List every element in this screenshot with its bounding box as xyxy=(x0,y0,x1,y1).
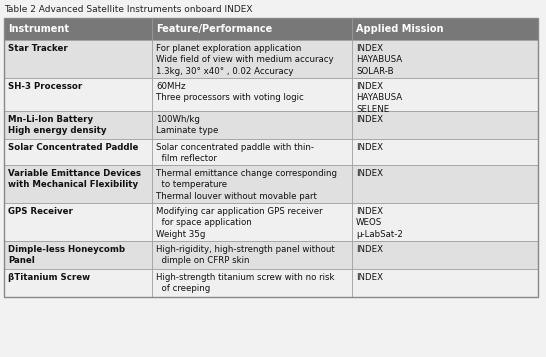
Bar xyxy=(352,269,538,297)
Bar xyxy=(4,111,152,139)
Text: βTitanium Screw: βTitanium Screw xyxy=(8,273,90,282)
Text: Modifying car application GPS receiver
  for space application
Weight 35g: Modifying car application GPS receiver f… xyxy=(156,207,323,239)
Text: SH-3 Processor: SH-3 Processor xyxy=(8,82,82,91)
Text: Variable Emittance Devices
with Mechanical Flexibility: Variable Emittance Devices with Mechanic… xyxy=(8,169,141,190)
Text: Table 2 Advanced Satellite Instruments onboard INDEX: Table 2 Advanced Satellite Instruments o… xyxy=(4,5,252,14)
Text: Solar Concentrated Paddle: Solar Concentrated Paddle xyxy=(8,143,138,152)
Text: Feature/Performance: Feature/Performance xyxy=(156,24,272,34)
Text: Mn-Li-Ion Battery
High energy density: Mn-Li-Ion Battery High energy density xyxy=(8,115,106,135)
Text: High-strength titanium screw with no risk
  of creeping: High-strength titanium screw with no ris… xyxy=(156,273,335,293)
Bar xyxy=(352,203,538,241)
Bar xyxy=(4,18,152,40)
Text: 60MHz
Three processors with voting logic: 60MHz Three processors with voting logic xyxy=(156,82,304,102)
Bar xyxy=(4,203,152,241)
Text: Dimple-less Honeycomb
Panel: Dimple-less Honeycomb Panel xyxy=(8,245,125,266)
Text: INDEX: INDEX xyxy=(356,245,383,254)
Bar xyxy=(152,203,352,241)
Text: For planet exploration application
Wide field of view with medium accuracy
1.3kg: For planet exploration application Wide … xyxy=(156,44,334,76)
Text: INDEX: INDEX xyxy=(356,143,383,152)
Bar xyxy=(352,139,538,165)
Bar xyxy=(152,78,352,111)
Bar xyxy=(352,40,538,78)
Text: Thermal emittance change corresponding
  to temperature
Thermal louver without m: Thermal emittance change corresponding t… xyxy=(156,169,337,201)
Bar xyxy=(352,111,538,139)
Bar xyxy=(152,139,352,165)
Bar xyxy=(4,18,538,297)
Text: INDEX
WEOS
μ-LabSat-2: INDEX WEOS μ-LabSat-2 xyxy=(356,207,403,239)
Text: GPS Receiver: GPS Receiver xyxy=(8,207,73,216)
Bar xyxy=(4,269,152,297)
Bar xyxy=(152,18,352,40)
Text: INDEX
HAYABUSA
SOLAR-B: INDEX HAYABUSA SOLAR-B xyxy=(356,44,402,76)
Bar xyxy=(152,111,352,139)
Bar xyxy=(352,241,538,269)
Text: Star Tracker: Star Tracker xyxy=(8,44,68,53)
Bar xyxy=(4,241,152,269)
Text: High-rigidity, high-strength panel without
  dimple on CFRP skin: High-rigidity, high-strength panel witho… xyxy=(156,245,335,266)
Text: INDEX: INDEX xyxy=(356,169,383,178)
Text: INDEX
HAYABUSA
SELENE: INDEX HAYABUSA SELENE xyxy=(356,82,402,114)
Text: INDEX: INDEX xyxy=(356,273,383,282)
Bar xyxy=(152,165,352,203)
Text: INDEX: INDEX xyxy=(356,115,383,124)
Text: Instrument: Instrument xyxy=(8,24,69,34)
Text: 100Wh/kg
Laminate type: 100Wh/kg Laminate type xyxy=(156,115,218,135)
Bar xyxy=(352,18,538,40)
Bar xyxy=(4,139,152,165)
Bar xyxy=(4,78,152,111)
Bar xyxy=(352,165,538,203)
Text: Solar concentrated paddle with thin-
  film reflector: Solar concentrated paddle with thin- fil… xyxy=(156,143,314,164)
Bar xyxy=(152,269,352,297)
Bar xyxy=(4,40,152,78)
Bar xyxy=(352,78,538,111)
Bar xyxy=(152,241,352,269)
Text: Applied Mission: Applied Mission xyxy=(356,24,443,34)
Bar xyxy=(4,165,152,203)
Bar xyxy=(152,40,352,78)
